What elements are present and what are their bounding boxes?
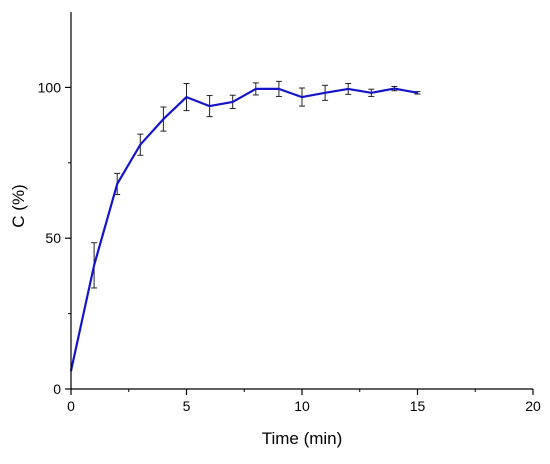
y-tick-label: 50 (45, 230, 61, 246)
x-tick-label: 5 (183, 398, 191, 414)
x-axis-title: Time (min) (262, 429, 343, 448)
data-marks (69, 80, 421, 372)
data-point (324, 92, 326, 94)
axes: 0 5 10 15 20 0 50 100 (38, 12, 541, 414)
x-tick-label: 15 (410, 398, 426, 414)
y-axis-title: C (%) (9, 184, 28, 227)
x-tick-label: 10 (294, 398, 310, 414)
data-point (139, 143, 142, 146)
data-point (416, 92, 419, 94)
data-point (231, 101, 234, 103)
data-point (93, 264, 95, 267)
data-point (301, 96, 303, 98)
data-point (162, 118, 165, 120)
data-point (255, 88, 257, 90)
x-tick-label: 20 (525, 398, 541, 414)
y-tick-label: 100 (38, 79, 62, 95)
data-point (116, 183, 118, 185)
data-point (185, 96, 188, 98)
data-point (393, 87, 396, 90)
series-line (69, 87, 418, 372)
data-point (278, 88, 280, 90)
x-tick-label: 0 (67, 398, 75, 414)
data-point (347, 88, 350, 90)
y-tick-label: 0 (53, 381, 61, 397)
data-point (208, 105, 211, 107)
data-point (370, 92, 373, 94)
